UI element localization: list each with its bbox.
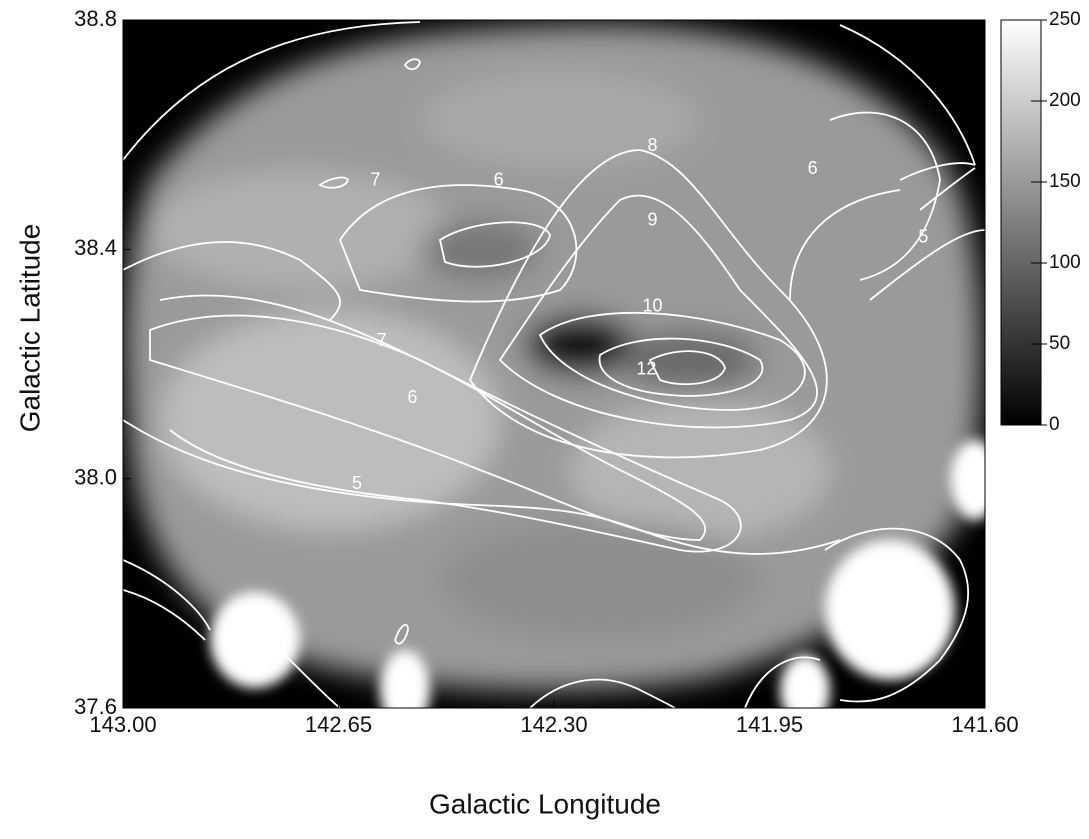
colorbar-tick-label: 0 bbox=[1049, 414, 1060, 435]
contour-label: 6 bbox=[407, 387, 417, 407]
map-image bbox=[123, 20, 985, 708]
y-tick-label: 38.0 bbox=[74, 464, 117, 489]
y-tick-label: 37.6 bbox=[74, 694, 117, 719]
colorbar-tick-label: 150 bbox=[1049, 171, 1081, 192]
y-tick-label: 38.4 bbox=[74, 235, 117, 260]
colorbar-tick-label: 50 bbox=[1049, 333, 1070, 354]
contour-label: 5 bbox=[352, 473, 362, 493]
colorbar-tick-label: 200 bbox=[1049, 90, 1081, 111]
contour-label: 12 bbox=[636, 358, 656, 378]
x-axis-title: Galactic Longitude bbox=[429, 788, 661, 819]
x-tick-label: 142.30 bbox=[520, 712, 587, 737]
contour-label: 6 bbox=[808, 158, 818, 178]
contour-label: 7 bbox=[377, 330, 387, 350]
colorbar bbox=[1000, 19, 1042, 426]
contour-label: 6 bbox=[494, 169, 504, 189]
contour-label: 7 bbox=[370, 169, 380, 189]
contour-label: 10 bbox=[642, 295, 662, 315]
x-tick-label: 142.65 bbox=[305, 712, 372, 737]
contour-label: 9 bbox=[648, 209, 658, 229]
colorbar-tick-label: 100 bbox=[1049, 252, 1081, 273]
x-tick-label: 143.00 bbox=[89, 712, 156, 737]
y-tick-label: 38.8 bbox=[74, 6, 117, 31]
contour-label: 8 bbox=[648, 135, 658, 155]
y-axis-title: Galactic Latitude bbox=[14, 224, 45, 433]
x-tick-label: 141.95 bbox=[736, 712, 803, 737]
contour-label: 5 bbox=[918, 227, 928, 247]
colorbar-tick-label: 250 bbox=[1049, 9, 1081, 30]
x-tick-label: 141.60 bbox=[951, 712, 1018, 737]
